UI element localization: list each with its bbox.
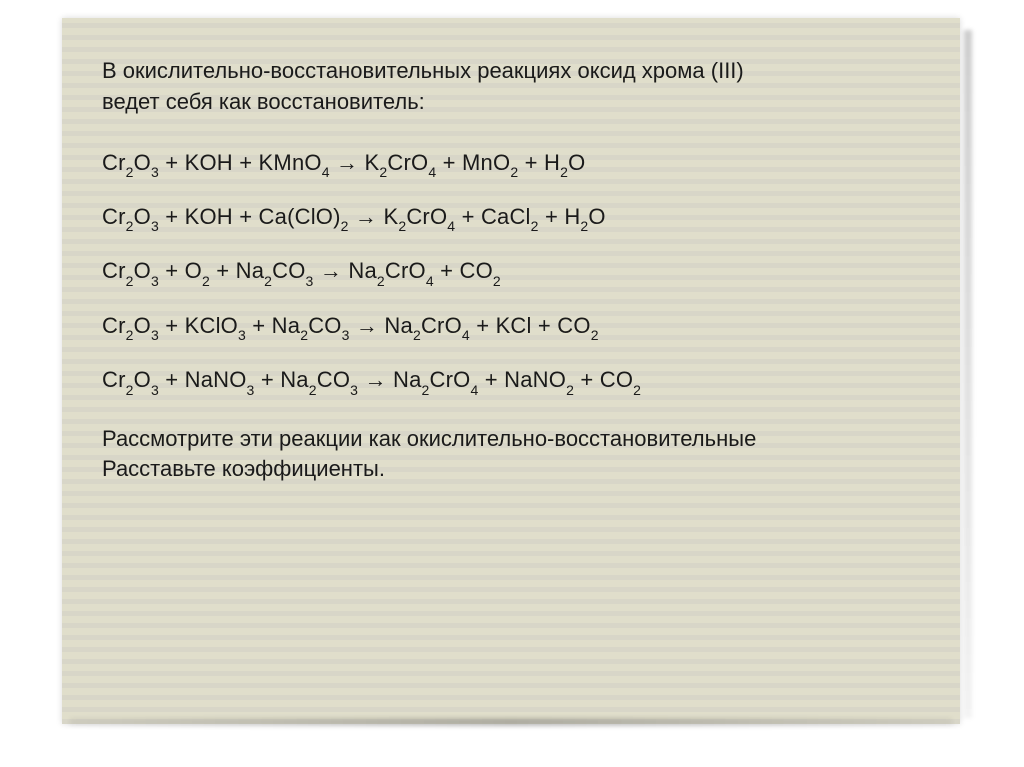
equation-5: Cr2O3 + NaNO3 + Na2CO3 → Na2CrO4 + NaNO2… — [102, 367, 920, 395]
card-shadow-right — [964, 30, 972, 718]
outro-line-2: Расставьте коэффициенты. — [102, 456, 385, 481]
equation-2: Cr2O3 + KOH + Ca(ClO)2 → K2CrO4 + CaCl2 … — [102, 204, 920, 232]
intro-text: В окислительно-восстановительных реакция… — [102, 56, 920, 118]
equation-1: Cr2O3 + KOH + KMnO4 → K2CrO4 + MnO2 + H2… — [102, 150, 920, 178]
equation-3: Cr2O3 + O2 + Na2CO3 → Na2CrO4 + CO2 — [102, 258, 920, 286]
card-shadow-bottom — [70, 718, 952, 726]
outro-line-1: Рассмотрите эти реакции как окислительно… — [102, 426, 756, 451]
equation-4: Cr2O3 + KClO3 + Na2CO3 → Na2CrO4 + KCl +… — [102, 313, 920, 341]
equations-block: Cr2O3 + KOH + KMnO4 → K2CrO4 + MnO2 + H2… — [102, 150, 920, 396]
intro-line-1: В окислительно-восстановительных реакция… — [102, 58, 744, 83]
outro-text: Рассмотрите эти реакции как окислительно… — [102, 424, 920, 486]
intro-line-2: ведет себя как восстановитель: — [102, 89, 425, 114]
slide-card: В окислительно-восстановительных реакция… — [62, 18, 960, 724]
